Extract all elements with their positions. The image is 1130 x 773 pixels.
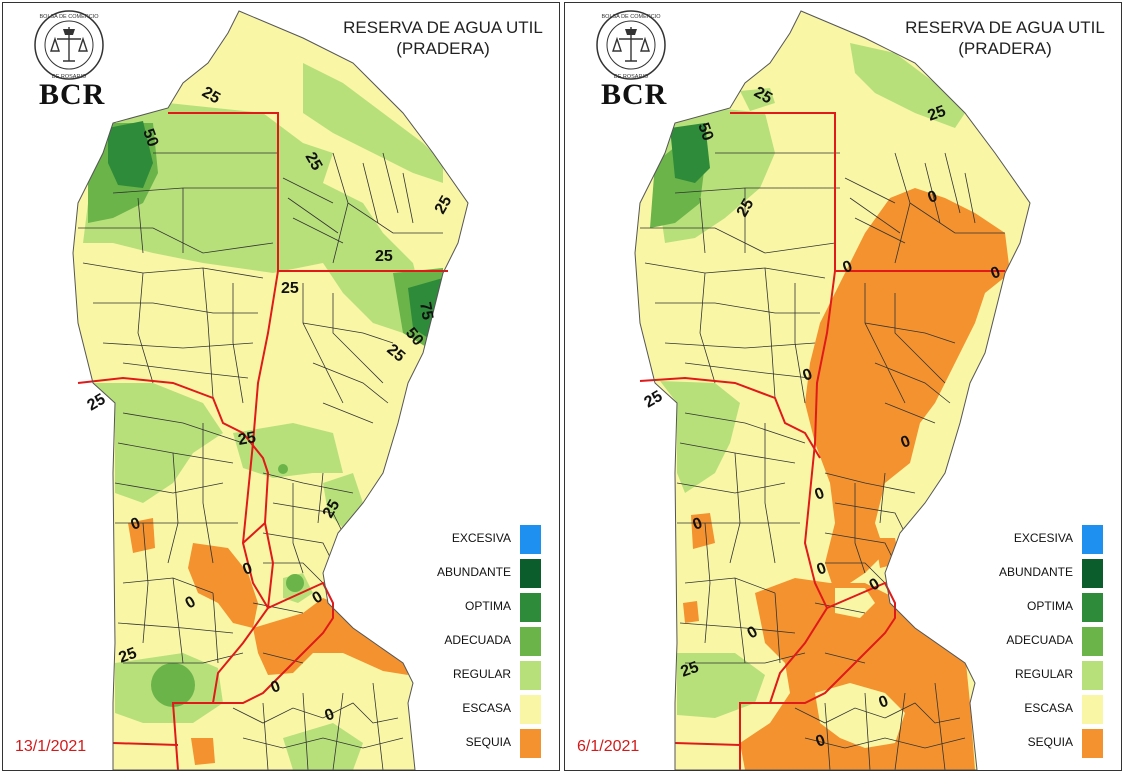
- legend-item: ADECUADA: [433, 625, 545, 659]
- legend-swatch: [1082, 695, 1103, 724]
- legend-swatch: [520, 525, 541, 554]
- legend-item: REGULAR: [433, 659, 545, 693]
- legend-label: EXCESIVA: [1013, 531, 1073, 545]
- legend-item: ESCASA: [995, 693, 1107, 727]
- map-panel-right: 25 50 25 25 0 0 0 0 25 0 0 0 0 0 0 25 0 …: [564, 2, 1122, 771]
- country-outline: [72, 10, 469, 770]
- svg-text:DE ROSARIO: DE ROSARIO: [52, 74, 87, 80]
- bcr-logo-text: BCR: [39, 78, 106, 111]
- contour-label: 25: [237, 429, 258, 449]
- legend-label: ESCASA: [1024, 701, 1073, 715]
- contour-label: 25: [199, 84, 223, 108]
- legend-label: EXCESIVA: [451, 531, 511, 545]
- legend-label: ESCASA: [462, 701, 511, 715]
- svg-text:DE ROSARIO: DE ROSARIO: [614, 74, 649, 80]
- map-date: 13/1/2021: [15, 738, 87, 755]
- legend-item: EXCESIVA: [433, 523, 545, 557]
- legend-label: REGULAR: [452, 667, 511, 681]
- contour-label: 25: [375, 248, 393, 265]
- legend-item: SEQUIA: [995, 727, 1107, 761]
- legend-swatch: [1082, 627, 1103, 656]
- legend-item: ADECUADA: [995, 625, 1107, 659]
- svg-text:BOLSA DE COMERCIO: BOLSA DE COMERCIO: [40, 14, 100, 20]
- contour-label: 50: [139, 127, 161, 150]
- contour-label: 25: [302, 150, 326, 174]
- legend-swatch: [520, 695, 541, 724]
- contour-label: 25: [679, 659, 702, 681]
- legend-item: ABUNDANTE: [433, 557, 545, 591]
- legend-item: ESCASA: [433, 693, 545, 727]
- legend-swatch: [520, 729, 541, 758]
- legend-swatch: [1082, 661, 1103, 690]
- contour-label: 25: [281, 280, 299, 297]
- country-outline: [634, 10, 1031, 770]
- legend-label: OPTIMA: [1026, 599, 1073, 613]
- legend-label: ABUNDANTE: [436, 565, 511, 579]
- legend: EXCESIVA ABUNDANTE OPTIMA ADECUADA REGUL…: [995, 523, 1107, 761]
- map-land: [73, 11, 468, 770]
- legend-item: OPTIMA: [433, 591, 545, 625]
- legend-swatch: [520, 593, 541, 622]
- bcr-seal-logo: BOLSA DE COMERCIO DE ROSARIO: [596, 10, 666, 80]
- map-date: 6/1/2021: [577, 738, 640, 755]
- legend-item: OPTIMA: [995, 591, 1107, 625]
- legend-label: ABUNDANTE: [998, 565, 1073, 579]
- bcr-logo-text: BCR: [601, 78, 668, 111]
- district-boundaries: [640, 152, 1005, 770]
- legend-swatch: [520, 559, 541, 588]
- legend-label: ADECUADA: [444, 633, 511, 647]
- contour-label: 25: [432, 193, 456, 217]
- legend-swatch: [520, 627, 541, 656]
- legend-label: OPTIMA: [464, 599, 511, 613]
- map-title: RESERVA DE AGUA UTIL (PRADERA): [895, 17, 1115, 59]
- map-title-line2: (PRADERA): [958, 39, 1052, 58]
- contour-label: 25: [117, 645, 140, 667]
- legend-item: REGULAR: [995, 659, 1107, 693]
- legend-swatch: [1082, 729, 1103, 758]
- district-boundaries: [78, 152, 443, 770]
- map-title-line1: RESERVA DE AGUA UTIL: [343, 18, 543, 37]
- map-title-line1: RESERVA DE AGUA UTIL: [905, 18, 1105, 37]
- contour-label: 25: [751, 84, 775, 108]
- province-borders: [639, 112, 1005, 770]
- svg-text:BOLSA DE COMERCIO: BOLSA DE COMERCIO: [602, 14, 662, 20]
- legend-swatch: [1082, 525, 1103, 554]
- water-reserve-map: 25 50 25 25 0 0 0 0 25 0 0 0 0 0 0 25 0 …: [634, 10, 1031, 770]
- legend-item: ABUNDANTE: [995, 557, 1107, 591]
- legend-label: ADECUADA: [1006, 633, 1073, 647]
- legend-label: SEQUIA: [465, 735, 511, 749]
- contour-label: 50: [694, 121, 716, 144]
- legend-swatch: [1082, 593, 1103, 622]
- legend: EXCESIVA ABUNDANTE OPTIMA ADECUADA REGUL…: [433, 523, 545, 761]
- map-panel-left: 25 50 25 25 25 25 75 50 25 25 25 25 0 0 …: [2, 2, 560, 771]
- contour-label: 25: [734, 196, 758, 220]
- contour-label: 25: [85, 391, 109, 415]
- contour-label: 25: [320, 497, 344, 521]
- province-borders: [77, 112, 448, 770]
- legend-label: SEQUIA: [1027, 735, 1073, 749]
- contour-label: 75: [416, 301, 436, 322]
- map-title: RESERVA DE AGUA UTIL (PRADERA): [333, 17, 553, 59]
- bcr-seal-logo: BOLSA DE COMERCIO DE ROSARIO: [34, 10, 104, 80]
- map-title-line2: (PRADERA): [396, 39, 490, 58]
- legend-swatch: [1082, 559, 1103, 588]
- water-reserve-map: 25 50 25 25 25 25 75 50 25 25 25 25 0 0 …: [72, 10, 469, 770]
- legend-item: SEQUIA: [433, 727, 545, 761]
- legend-item: EXCESIVA: [995, 523, 1107, 557]
- legend-label: REGULAR: [1014, 667, 1073, 681]
- legend-swatch: [520, 661, 541, 690]
- contour-label: 25: [926, 103, 949, 125]
- contour-label: 25: [642, 388, 666, 412]
